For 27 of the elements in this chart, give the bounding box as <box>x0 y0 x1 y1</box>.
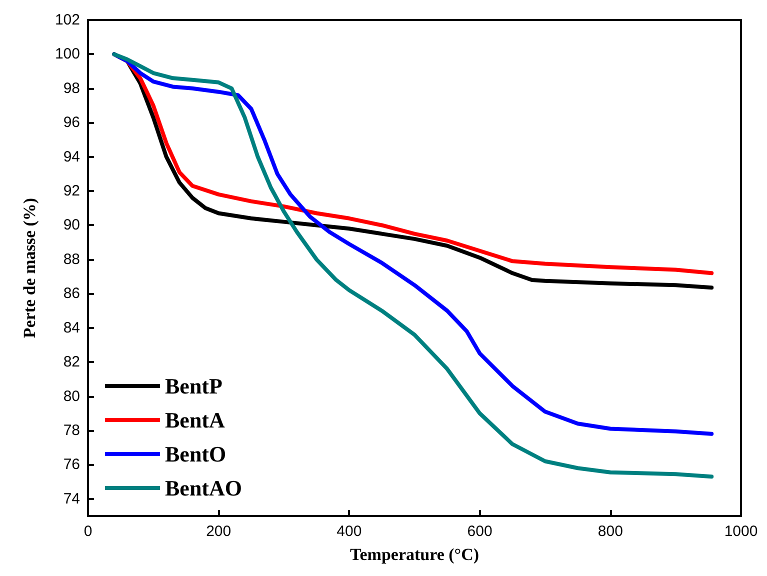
x-tick-label: 1000 <box>724 523 758 540</box>
y-axis-title: Perte de masse (%) <box>20 198 39 338</box>
x-tick-label: 200 <box>206 523 232 540</box>
y-tick-label: 96 <box>63 114 80 132</box>
legend-label: BentP <box>165 374 222 398</box>
y-tick-label: 74 <box>63 490 80 508</box>
y-tick-label: 90 <box>63 216 80 234</box>
y-tick-label: 84 <box>63 319 80 336</box>
legend-label: BentA <box>165 408 225 432</box>
x-axis-title: Temperature (°C) <box>350 545 480 564</box>
y-tick-label: 102 <box>54 12 80 28</box>
y-tick-label: 98 <box>63 80 80 97</box>
y-tick-label: 92 <box>63 182 80 200</box>
y-tick-label: 94 <box>63 148 80 166</box>
x-tick-label: 0 <box>84 523 92 540</box>
y-tick-label: 78 <box>63 422 80 439</box>
y-tick-label: 100 <box>54 46 80 63</box>
legend-label: BentAO <box>165 476 242 500</box>
y-tick-label: 82 <box>63 354 80 371</box>
y-tick-label: 86 <box>63 285 80 302</box>
y-tick-label: 88 <box>63 250 80 268</box>
y-tick-label: 80 <box>63 388 80 405</box>
legend-label: BentO <box>165 442 226 466</box>
y-tick-label: 76 <box>63 456 80 474</box>
x-tick-label: 800 <box>598 523 623 540</box>
x-tick-label: 600 <box>467 523 492 540</box>
x-tick-label: 400 <box>336 523 362 540</box>
